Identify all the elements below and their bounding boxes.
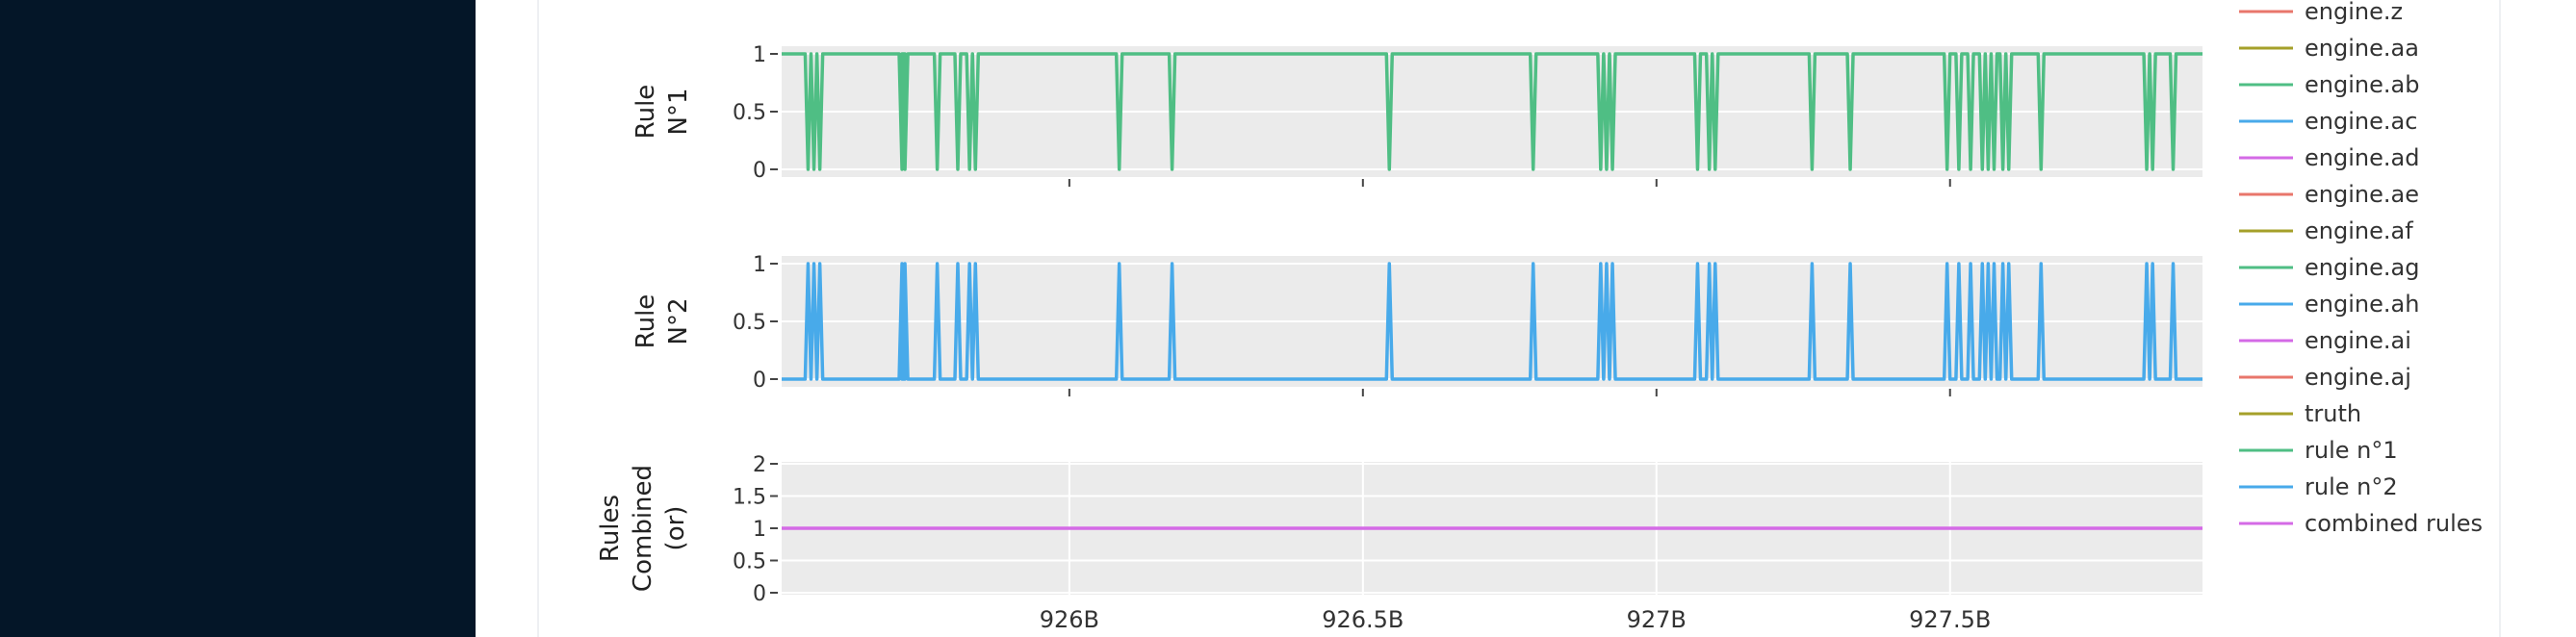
series-line-rule2[interactable] xyxy=(782,262,2202,381)
y-axis-title-combined-1: Combined xyxy=(629,465,657,592)
y-tick-label-combined-4: 2 xyxy=(753,453,766,477)
y-tick-label-rule1-2: 1 xyxy=(753,43,766,67)
legend-item-4[interactable]: engine.ad xyxy=(2305,144,2419,171)
legend-item-13[interactable]: rule n°2 xyxy=(2305,473,2398,500)
legend-item-1[interactable]: engine.aa xyxy=(2305,35,2419,62)
y-tick-label-rule2-2: 1 xyxy=(753,253,766,277)
y-tick-label-rule1-0: 0 xyxy=(753,159,766,183)
legend-item-10[interactable]: engine.aj xyxy=(2305,364,2411,391)
y-tick-label-combined-1: 0.5 xyxy=(733,550,766,574)
legend-item-7[interactable]: engine.ag xyxy=(2305,254,2419,281)
left-sidebar xyxy=(0,0,476,637)
y-axis-title-rule1-1: N°1 xyxy=(664,89,693,136)
y-axis-title-combined-2: (or) xyxy=(661,506,690,551)
x-tick-label-1: 926.5B xyxy=(1322,606,1404,633)
legend-item-2[interactable]: engine.ab xyxy=(2305,71,2419,98)
y-tick-label-combined-0: 0 xyxy=(753,582,766,606)
legend-item-14[interactable]: combined rules xyxy=(2305,510,2483,537)
legend-item-11[interactable]: truth xyxy=(2305,400,2361,427)
legend-item-12[interactable]: rule n°1 xyxy=(2305,437,2398,464)
y-tick-label-rule1-1: 0.5 xyxy=(733,101,766,125)
series-line-rule1[interactable] xyxy=(782,52,2202,171)
y-tick-label-rule2-0: 0 xyxy=(753,369,766,393)
y-tick-label-rule2-1: 0.5 xyxy=(733,311,766,335)
legend-item-3[interactable]: engine.ac xyxy=(2305,108,2417,135)
x-tick-label-2: 927B xyxy=(1627,606,1687,633)
y-axis-title-rule2-1: N°2 xyxy=(664,298,693,345)
legend-item-9[interactable]: engine.ai xyxy=(2305,327,2411,354)
x-tick-label-0: 926B xyxy=(1040,606,1099,633)
y-tick-label-combined-3: 1.5 xyxy=(733,486,766,510)
y-tick-label-combined-2: 1 xyxy=(753,518,766,542)
x-tick-label-3: 927.5B xyxy=(1909,606,1991,633)
y-axis-title-rule2-0: Rule xyxy=(631,294,660,349)
y-axis-title-combined-0: Rules xyxy=(596,495,625,562)
legend-item-0[interactable]: engine.z xyxy=(2305,0,2403,25)
chart-card: 0 0.5 1 Rule N°1 0 0.5 1 Rule N°2 0 0.5 1 1.5 2 Rules Co… xyxy=(537,0,2501,637)
legend-item-5[interactable]: engine.ae xyxy=(2305,181,2419,208)
legend-item-8[interactable]: engine.ah xyxy=(2305,291,2419,318)
legend-item-6[interactable]: engine.af xyxy=(2305,217,2413,244)
main-area: 0 0.5 1 Rule N°1 0 0.5 1 Rule N°2 0 0.5 1 1.5 2 Rules Co… xyxy=(476,0,2576,637)
y-axis-title-rule1-0: Rule xyxy=(631,85,660,140)
